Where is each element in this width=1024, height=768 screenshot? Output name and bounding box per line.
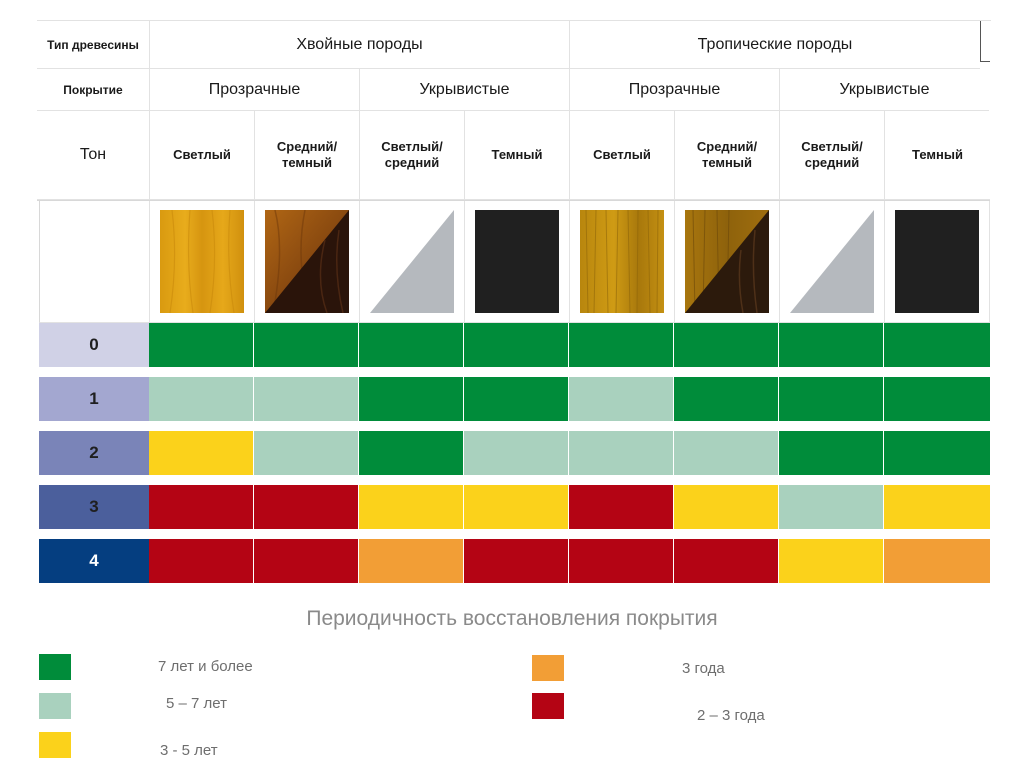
wood-medium-dark-conifer-icon	[265, 210, 349, 313]
coating-tropical-transparent: Прозрачные	[569, 69, 779, 111]
swatch-cell	[779, 201, 884, 323]
rating-cell	[464, 485, 569, 529]
table-edge-mark	[980, 21, 981, 61]
coating-tropical-opaque: Укрывистые	[779, 69, 989, 111]
rating-cell	[254, 539, 359, 583]
rating-cell	[674, 377, 779, 421]
rating-cell	[464, 539, 569, 583]
coating-conifer-opaque: Укрывистые	[359, 69, 569, 111]
rating-cell	[359, 539, 464, 583]
rating-cell	[359, 323, 464, 367]
level-label: 2	[39, 431, 149, 475]
swatch-cell	[884, 201, 990, 323]
rating-cell	[149, 431, 254, 475]
rating-cell	[674, 485, 779, 529]
level-label: 3	[39, 485, 149, 529]
grey-triangle-icon	[370, 210, 454, 313]
legend-label: 3 - 5 лет	[160, 742, 218, 759]
swatch-cell	[674, 201, 779, 323]
legend-swatch	[532, 655, 564, 681]
level-label: 1	[39, 377, 149, 421]
rating-cell	[359, 377, 464, 421]
rating-cell	[884, 377, 990, 421]
rating-cell	[674, 539, 779, 583]
rating-cell	[884, 431, 990, 475]
swatch-cell	[569, 201, 674, 323]
rating-cell	[464, 323, 569, 367]
wood-medium-dark-tropical-icon	[685, 210, 769, 313]
group-conifer: Хвойные породы	[149, 21, 569, 69]
legend-label: 2 – 3 года	[697, 707, 765, 724]
rating-cell	[779, 431, 884, 475]
rating-cell	[884, 539, 990, 583]
rating-cell	[884, 323, 990, 367]
rating-cell	[254, 323, 359, 367]
rating-cell	[464, 377, 569, 421]
tone-conifer-opaque-light: Светлый/ средний	[359, 111, 464, 200]
tone-label: Тон	[37, 111, 149, 200]
legend-swatch	[39, 693, 71, 719]
rating-cell	[569, 431, 674, 475]
row-cells	[149, 431, 990, 475]
tone-conifer-light: Светлый	[149, 111, 254, 200]
group-tropical: Тропические породы	[569, 21, 980, 69]
rating-cell	[779, 323, 884, 367]
legend-label: 7 лет и более	[158, 658, 253, 675]
legend-swatch	[532, 693, 564, 719]
rating-cell	[254, 377, 359, 421]
legend-title: Периодичность восстановления покрытия	[306, 607, 718, 630]
coating-conifer-transparent: Прозрачные	[149, 69, 359, 111]
table-edge-mark-bottom	[980, 61, 990, 62]
rating-cell	[779, 539, 884, 583]
rating-cell	[569, 377, 674, 421]
rating-cell	[254, 485, 359, 529]
rating-cell	[674, 323, 779, 367]
rating-cell	[779, 377, 884, 421]
rating-cell	[569, 485, 674, 529]
rating-cell	[359, 431, 464, 475]
row-cells	[149, 539, 990, 583]
row-cells	[149, 323, 990, 367]
rating-cell	[149, 539, 254, 583]
legend-label: 3 года	[682, 660, 725, 677]
swatch-cell	[464, 201, 569, 323]
swatch-cell	[149, 201, 254, 323]
black-square-icon	[475, 210, 559, 313]
rating-cell	[779, 485, 884, 529]
row-cells	[149, 377, 990, 421]
rating-cell	[569, 323, 674, 367]
swatch-cell	[359, 201, 464, 323]
tone-tropical-opaque-dark: Темный	[884, 111, 990, 200]
rating-cell	[884, 485, 990, 529]
tone-conifer-opaque-dark: Темный	[464, 111, 569, 200]
tone-tropical-light: Светлый	[569, 111, 674, 200]
level-label: 4	[39, 539, 149, 583]
rating-cell	[359, 485, 464, 529]
tone-tropical-medium-dark: Средний/ темный	[674, 111, 779, 200]
swatch-cell	[254, 201, 359, 323]
black-square-icon	[895, 210, 979, 313]
level-label: 0	[39, 323, 149, 367]
legend-label: 5 – 7 лет	[166, 695, 227, 712]
tone-conifer-medium-dark: Средний/ темный	[254, 111, 359, 200]
coating-label: Покрытие	[37, 69, 149, 111]
grey-triangle-icon	[790, 210, 874, 313]
wood-type-label: Тип древесины	[37, 21, 149, 69]
rating-cell	[254, 431, 359, 475]
swatch-empty-cell	[39, 201, 149, 323]
table-top-border	[37, 20, 991, 21]
rating-cell	[149, 377, 254, 421]
rating-cell	[464, 431, 569, 475]
rating-cell	[149, 323, 254, 367]
rating-cell	[569, 539, 674, 583]
wood-light-tropical-icon	[580, 210, 664, 313]
legend-swatch	[39, 654, 71, 680]
rating-cell	[674, 431, 779, 475]
wood-light-conifer-icon	[160, 210, 244, 313]
rating-cell	[149, 485, 254, 529]
row-cells	[149, 485, 990, 529]
swatch-row-top-border	[37, 200, 990, 201]
legend-swatch	[39, 732, 71, 758]
tone-tropical-opaque-light: Светлый/ средний	[779, 111, 884, 200]
